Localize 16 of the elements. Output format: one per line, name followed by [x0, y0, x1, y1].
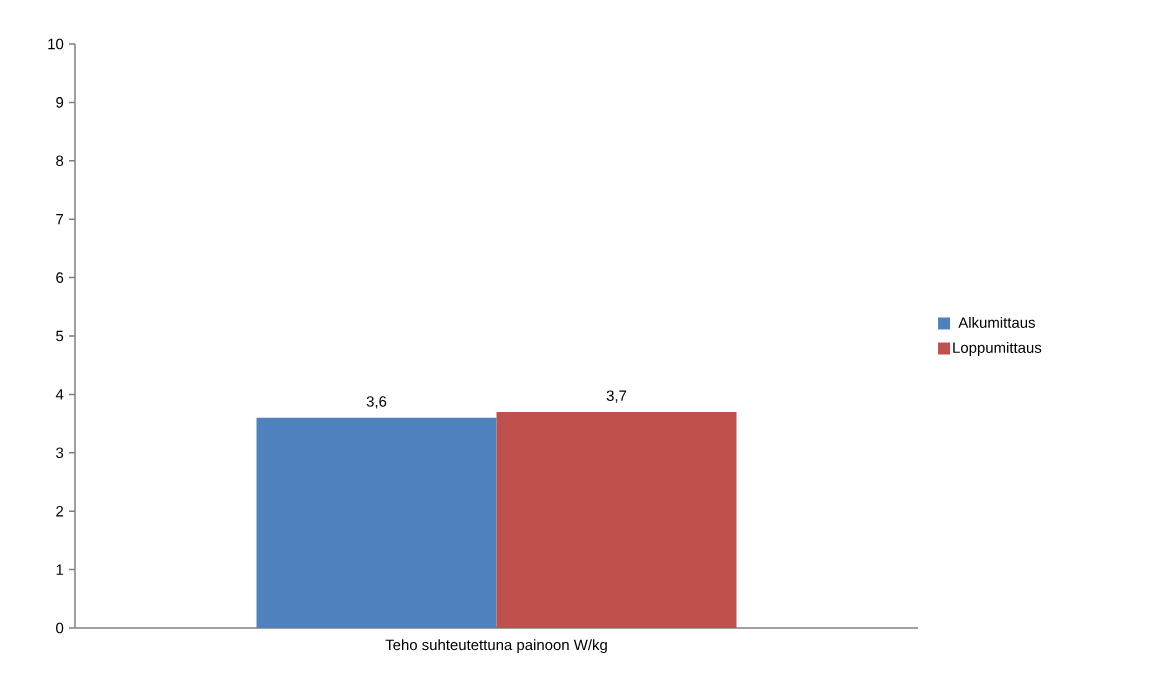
legend-label: Loppumittaus: [953, 341, 1042, 356]
data-label: 3,7: [606, 390, 627, 403]
y-tick-label: 7: [56, 214, 64, 225]
y-tick-label: 3: [56, 447, 64, 459]
data-label: 3,6: [366, 396, 387, 409]
y-tick-label: 1: [56, 564, 64, 575]
y-tick-label: 0: [56, 622, 64, 634]
y-tick-label: 8: [56, 155, 64, 167]
y-tick-label: 4: [55, 389, 64, 400]
x-tick-label: Teho suhteutettuna painoon W/kg: [385, 639, 607, 654]
y-tick-label: 9: [56, 97, 64, 108]
legend-label: Alkumittaus: [958, 316, 1035, 328]
y-tick-label: 5: [56, 330, 64, 342]
y-tick-label: 2: [56, 505, 64, 517]
y-tick-label: 6: [56, 272, 64, 283]
y-tick-label: 10: [48, 38, 64, 50]
